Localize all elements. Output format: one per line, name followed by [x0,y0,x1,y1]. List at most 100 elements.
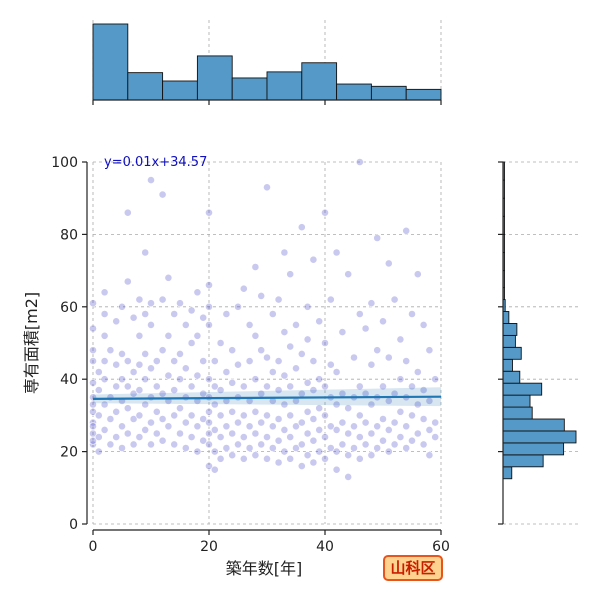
scatter-point [396,433,405,441]
scatter-point [152,357,161,365]
scatter-point [193,447,202,456]
scatter-point [280,371,289,380]
scatter-point [257,418,266,427]
scatter-point [355,310,364,318]
scatter-point [257,346,266,355]
scatter-point [228,378,237,387]
scatter-point [205,320,213,329]
scatter-point [123,382,132,391]
scatter-point [384,353,393,362]
scatter-point [187,382,196,391]
scatter-point [112,317,121,326]
scatter-point [292,422,300,431]
scatter-point [106,415,115,423]
scatter-point [251,451,260,460]
scatter-point [286,454,295,463]
scatter-point [89,436,97,445]
scatter-point [152,382,161,391]
regression-equation: y=0.01x+34.57 [104,155,207,170]
scatter-point [123,404,132,413]
scatter-point [123,429,132,438]
top-hist-bar [336,83,372,101]
scatter-point [245,357,254,365]
scatter-point [141,425,150,434]
scatter-point [355,158,364,166]
scatter-point [402,422,411,431]
scatter-point [286,382,295,391]
scatter-point [158,190,167,199]
scatter-point [350,444,358,452]
scatter-point [176,429,184,438]
right-hist-bar [502,394,531,408]
scatter-point [384,425,393,434]
scatter-point [199,436,208,445]
scatter-point [413,368,422,376]
scatter-point [309,255,318,264]
scatter-point [239,433,248,441]
scatter-point [158,346,167,355]
scatter-point [268,368,277,376]
top-histogram [92,23,442,105]
scatter-point [303,302,312,311]
scatter-point [268,444,277,452]
scatter-point [245,444,254,452]
right-hist-bar [502,358,513,372]
scatter-point [431,433,440,441]
scatter-point [355,433,364,441]
scatter-point [344,270,353,279]
y-tick-label: 100 [51,155,78,171]
top-hist-bar [196,55,233,101]
scatter-point [402,226,411,235]
scatter-point [135,411,144,420]
scatter-point [222,368,231,376]
scatter-point [332,248,341,257]
scatter-point [210,382,219,391]
scatter-point [164,371,173,380]
scatter-point [205,375,213,384]
scatter-point [390,418,399,427]
scatter-point [419,440,428,449]
scatter-point [193,331,202,340]
right-hist-bar [502,430,577,444]
scatter-point [402,444,411,452]
scatter-point [379,415,387,423]
scatter-point [344,404,353,413]
scatter-point [147,320,155,329]
scatter-point [205,429,213,438]
top-hist-bar [92,23,129,101]
scatter-point [89,400,97,409]
scatter-point [408,436,416,445]
scatter-point [187,433,196,441]
scatter-point [396,407,405,416]
scatter-point [373,234,382,242]
scatter-point [326,295,335,304]
y-axis-label: 専有面積[m2] [22,292,41,394]
scatter-point [181,364,190,373]
scatter-point [234,302,242,311]
scatter-point [361,440,370,449]
x-tick-label: 0 [89,539,98,555]
scatter-point [419,415,428,423]
scatter-point [263,353,271,362]
scatter-point [170,386,179,394]
scatter-point [123,208,132,217]
scatter-point [373,346,382,355]
scatter-point [425,451,434,460]
scatter-point [274,436,283,445]
scatter-point [135,360,144,369]
scatter-point [303,451,312,460]
scatter-point [321,433,329,441]
scatter-point [263,411,271,420]
scatter-point [280,425,289,434]
scatter-point [326,360,335,369]
scatter-point [222,310,231,318]
scatter-point [263,433,271,441]
scatter-point [297,223,306,232]
scatter-point [315,447,324,456]
scatter-point [274,357,283,365]
scatter-point [222,444,231,452]
right-hist-bar [502,311,510,324]
scatter-point [158,389,167,398]
right-hist-bar [502,454,544,468]
